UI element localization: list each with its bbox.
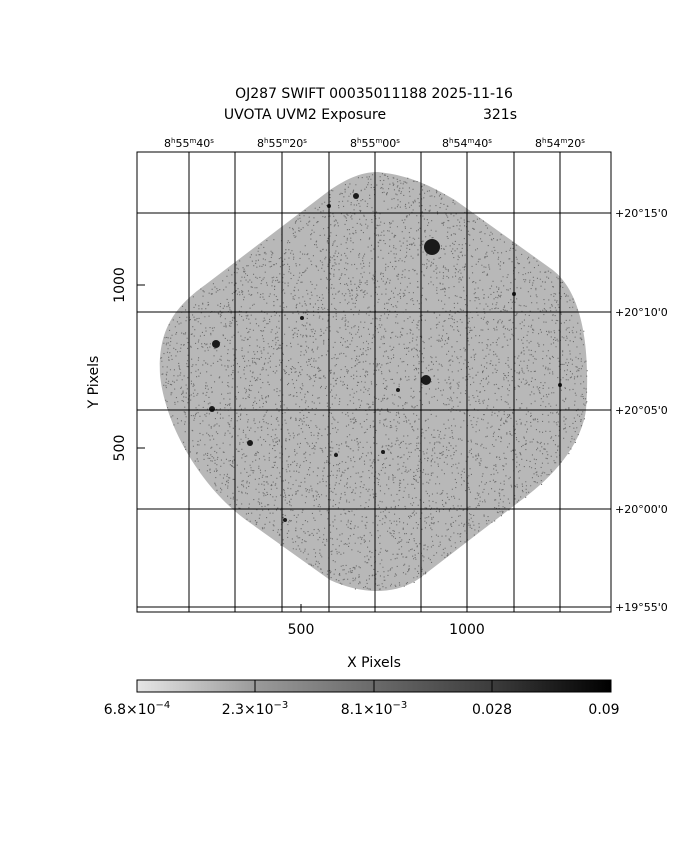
y-axis-label: Y Pixels bbox=[86, 356, 102, 410]
point-source bbox=[421, 375, 431, 385]
dec-axis-labels: +20°15'0 +20°10'0 +20°05'0 +20°00'0 +19°… bbox=[615, 207, 668, 614]
ra-tick-label: 8h55m40s bbox=[164, 137, 214, 150]
x-tick-label: 500 bbox=[288, 622, 315, 638]
exposure-footprint bbox=[159, 172, 588, 591]
point-source bbox=[353, 193, 359, 199]
dec-tick-label: +20°15'0 bbox=[615, 207, 668, 220]
ra-tick-label: 8h55m20s bbox=[257, 137, 307, 150]
colorbar bbox=[136, 679, 612, 693]
dec-tick-label: +20°10'0 bbox=[615, 306, 668, 319]
point-source bbox=[300, 316, 304, 320]
ra-tick-label: 8h54m20s bbox=[535, 137, 585, 150]
dec-tick-label: +20°05'0 bbox=[615, 404, 668, 417]
point-source bbox=[209, 406, 215, 412]
point-source bbox=[283, 518, 287, 522]
x-axis-label: X Pixels bbox=[347, 655, 401, 671]
pixel-ticks bbox=[137, 212, 611, 612]
colorbar-label: 6.8×10−4 bbox=[104, 700, 171, 718]
colorbar-label: 0.09 bbox=[588, 702, 619, 718]
ra-tick-label: 8h54m40s bbox=[442, 137, 492, 150]
y-tick-label: 500 bbox=[112, 435, 128, 462]
point-source bbox=[381, 450, 385, 454]
point-source bbox=[424, 239, 440, 255]
point-source bbox=[334, 453, 338, 457]
plot-frame bbox=[136, 151, 612, 613]
point-sources bbox=[209, 193, 562, 522]
point-source bbox=[247, 440, 253, 446]
plot-title: OJ287 SWIFT 00035011188 2025-11-16 bbox=[235, 86, 513, 102]
point-source bbox=[212, 340, 220, 348]
ra-tick-label: 8h55m00s bbox=[350, 137, 400, 150]
dec-tick-label: +20°00'0 bbox=[615, 503, 668, 516]
exposure-value: 321s bbox=[483, 107, 517, 123]
y-tick-label: 1000 bbox=[112, 267, 128, 303]
dec-tick-label: +19°55'0 bbox=[615, 601, 668, 614]
coordinate-grid bbox=[137, 152, 611, 612]
colorbar-label: 0.028 bbox=[472, 702, 512, 718]
colorbar-label: 2.3×10−3 bbox=[222, 700, 289, 718]
point-source bbox=[396, 388, 400, 392]
ra-axis-labels: 8h55m40s 8h55m20s 8h55m00s 8h54m40s 8h54… bbox=[164, 137, 585, 150]
plot-subtitle: UVOTA UVM2 Exposure bbox=[224, 107, 386, 123]
x-tick-label: 1000 bbox=[449, 622, 485, 638]
exposure-image bbox=[159, 172, 588, 591]
colorbar-label: 8.1×10−3 bbox=[341, 700, 408, 718]
